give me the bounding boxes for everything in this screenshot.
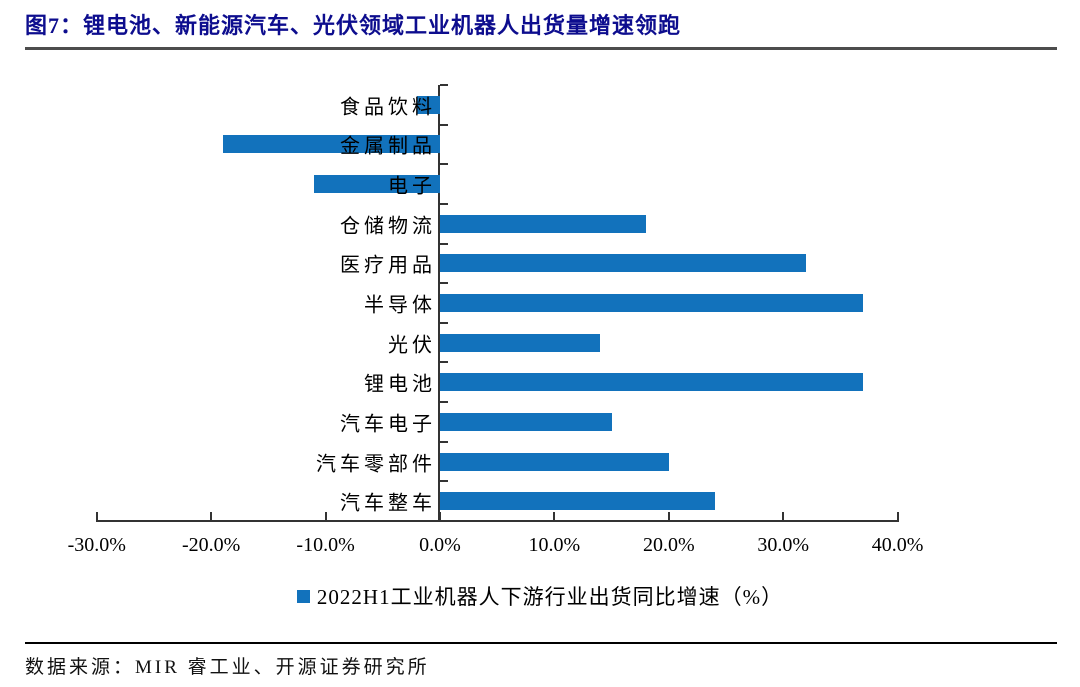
x-tick-label: 20.0% (642, 534, 695, 556)
category-label: 汽车零部件 (316, 453, 436, 476)
category-label: 电子 (388, 175, 436, 198)
x-tick-label: 30.0% (757, 534, 810, 556)
x-tick-label: -10.0% (296, 534, 355, 556)
bar (440, 412, 612, 431)
bar (440, 373, 864, 392)
y-axis-line (438, 85, 440, 521)
bar (440, 254, 807, 273)
category-label: 汽车电子 (340, 413, 436, 436)
bar (440, 294, 864, 312)
x-axis-tick (439, 512, 441, 520)
category-label: 汽车整车 (340, 492, 436, 515)
bar (440, 333, 601, 352)
footer-rule (25, 642, 1057, 644)
bar (222, 135, 440, 154)
x-axis-tick (210, 512, 213, 520)
category-label: 半导体 (364, 294, 436, 317)
title-rule (25, 47, 1057, 50)
y-axis-tick (440, 84, 448, 86)
y-axis-tick (440, 321, 448, 324)
legend-swatch-icon (296, 589, 310, 603)
category-label: 食品饮料 (340, 96, 436, 119)
y-axis-tick (440, 361, 448, 364)
x-axis-tick (553, 512, 556, 520)
bar (440, 452, 669, 471)
x-axis-tick (667, 512, 670, 520)
bar (314, 175, 440, 194)
category-label: 医疗用品 (340, 254, 436, 277)
x-tick-label: 0.0% (419, 534, 461, 556)
x-axis-tick (324, 512, 327, 520)
category-label: 金属制品 (340, 135, 436, 158)
y-axis-tick (440, 282, 448, 285)
x-tick-label: -20.0% (182, 534, 241, 556)
y-axis-tick (440, 520, 448, 522)
data-source: 数据来源：MIR 睿工业、开源证券研究所 (25, 657, 430, 678)
y-axis-tick (440, 123, 448, 126)
x-axis-tick (95, 512, 98, 520)
figure-title: 图7：锂电池、新能源汽车、光伏领域工业机器人出货量增速领跑 (25, 13, 682, 38)
legend-label: 2022H1工业机器人下游行业出货同比增速（%） (316, 585, 784, 609)
bar (440, 214, 646, 233)
y-axis-tick (440, 440, 448, 443)
x-tick-label: -30.0% (67, 534, 126, 556)
category-label: 光伏 (388, 334, 436, 357)
x-axis-tick (896, 512, 899, 520)
legend: 2022H1工业机器人下游行业出货同比增速（%） (0, 581, 1080, 611)
category-label: 仓储物流 (340, 215, 436, 238)
y-axis-tick (440, 480, 448, 483)
x-axis-line (95, 520, 899, 522)
x-axis-tick (782, 512, 785, 520)
bar (417, 95, 440, 114)
y-axis-tick (440, 202, 448, 205)
x-tick-label: 10.0% (528, 534, 581, 556)
y-axis-tick (440, 401, 448, 404)
y-axis-tick (440, 242, 448, 245)
x-tick-label: 40.0% (871, 534, 924, 556)
category-label: 锂电池 (364, 373, 436, 396)
bar-chart: -30.0% -20.0% -10.0% 0.0% 10.0% 20.0% 30.0% 40.… (67, 84, 924, 556)
y-axis-tick (440, 163, 448, 166)
bar (440, 492, 715, 511)
